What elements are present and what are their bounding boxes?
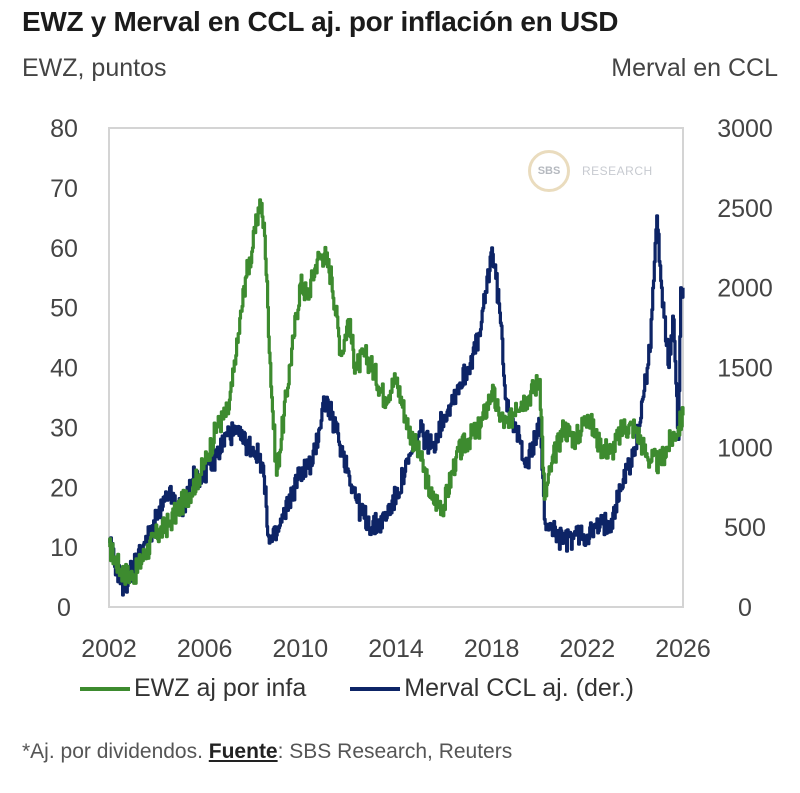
left-tick-label: 10	[50, 534, 78, 562]
sbs-research-watermark: SBS RESEARCH	[528, 150, 653, 192]
right-tick-label: 3000	[717, 115, 773, 143]
right-tick-label: 2500	[717, 195, 773, 223]
x-tick-label: 2026	[655, 635, 711, 663]
right-tick-label: 500	[724, 514, 766, 542]
right-tick-label: 0	[738, 594, 752, 622]
right-axis-ticks: 0 500 1000 1500 2000 2500 3000	[717, 115, 773, 622]
x-tick-label: 2018	[464, 635, 520, 663]
right-axis-label: Merval en CCL	[611, 54, 778, 82]
x-tick-label: 2010	[273, 635, 329, 663]
footnote-prefix: *Aj. por dividendos.	[22, 740, 209, 763]
left-axis-label: EWZ, puntos	[22, 54, 167, 82]
left-tick-label: 50	[50, 295, 78, 323]
source-text: : SBS Research, Reuters	[277, 740, 513, 763]
legend-item-ewz: EWZ aj por infa	[80, 674, 306, 703]
ewz-line	[108, 198, 685, 586]
x-tick-label: 2014	[368, 635, 424, 663]
left-tick-label: 60	[50, 235, 78, 263]
legend-swatch-merval	[350, 686, 401, 691]
legend: EWZ aj por infa Merval CCL aj. (der.)	[80, 674, 678, 703]
left-tick-label: 70	[50, 175, 78, 203]
x-tick-label: 2006	[177, 635, 233, 663]
x-tick-label: 2022	[560, 635, 616, 663]
left-tick-label: 20	[50, 474, 78, 502]
footnote: *Aj. por dividendos. Fuente: SBS Researc…	[22, 740, 512, 764]
merval-line	[108, 214, 685, 597]
x-tick-label: 2002	[81, 635, 137, 663]
x-axis-ticks: 2002 2006 2010 2014 2018 2022 2026	[81, 635, 711, 663]
plot-frame	[108, 127, 684, 608]
legend-label-ewz: EWZ aj por infa	[134, 674, 307, 702]
left-tick-label: 80	[50, 115, 78, 143]
legend-swatch-ewz	[80, 686, 130, 691]
right-tick-label: 1500	[717, 355, 773, 383]
source-label: Fuente	[208, 740, 278, 763]
left-tick-label: 30	[50, 414, 78, 442]
left-axis-ticks: 0 10 20 30 40 50 60 70 80	[50, 115, 78, 622]
chart-title: EWZ y Merval en CCL aj. por inflación en…	[22, 6, 619, 37]
legend-item-merval: Merval CCL aj. (der.)	[350, 674, 634, 703]
sbs-logo-icon: SBS	[528, 150, 570, 192]
series-lines	[108, 198, 685, 597]
watermark-text: RESEARCH	[582, 164, 653, 178]
right-tick-label: 1000	[717, 434, 773, 462]
left-tick-label: 0	[57, 594, 71, 622]
legend-label-merval: Merval CCL aj. (der.)	[404, 674, 634, 702]
right-tick-label: 2000	[717, 275, 773, 303]
left-tick-label: 40	[50, 355, 78, 383]
